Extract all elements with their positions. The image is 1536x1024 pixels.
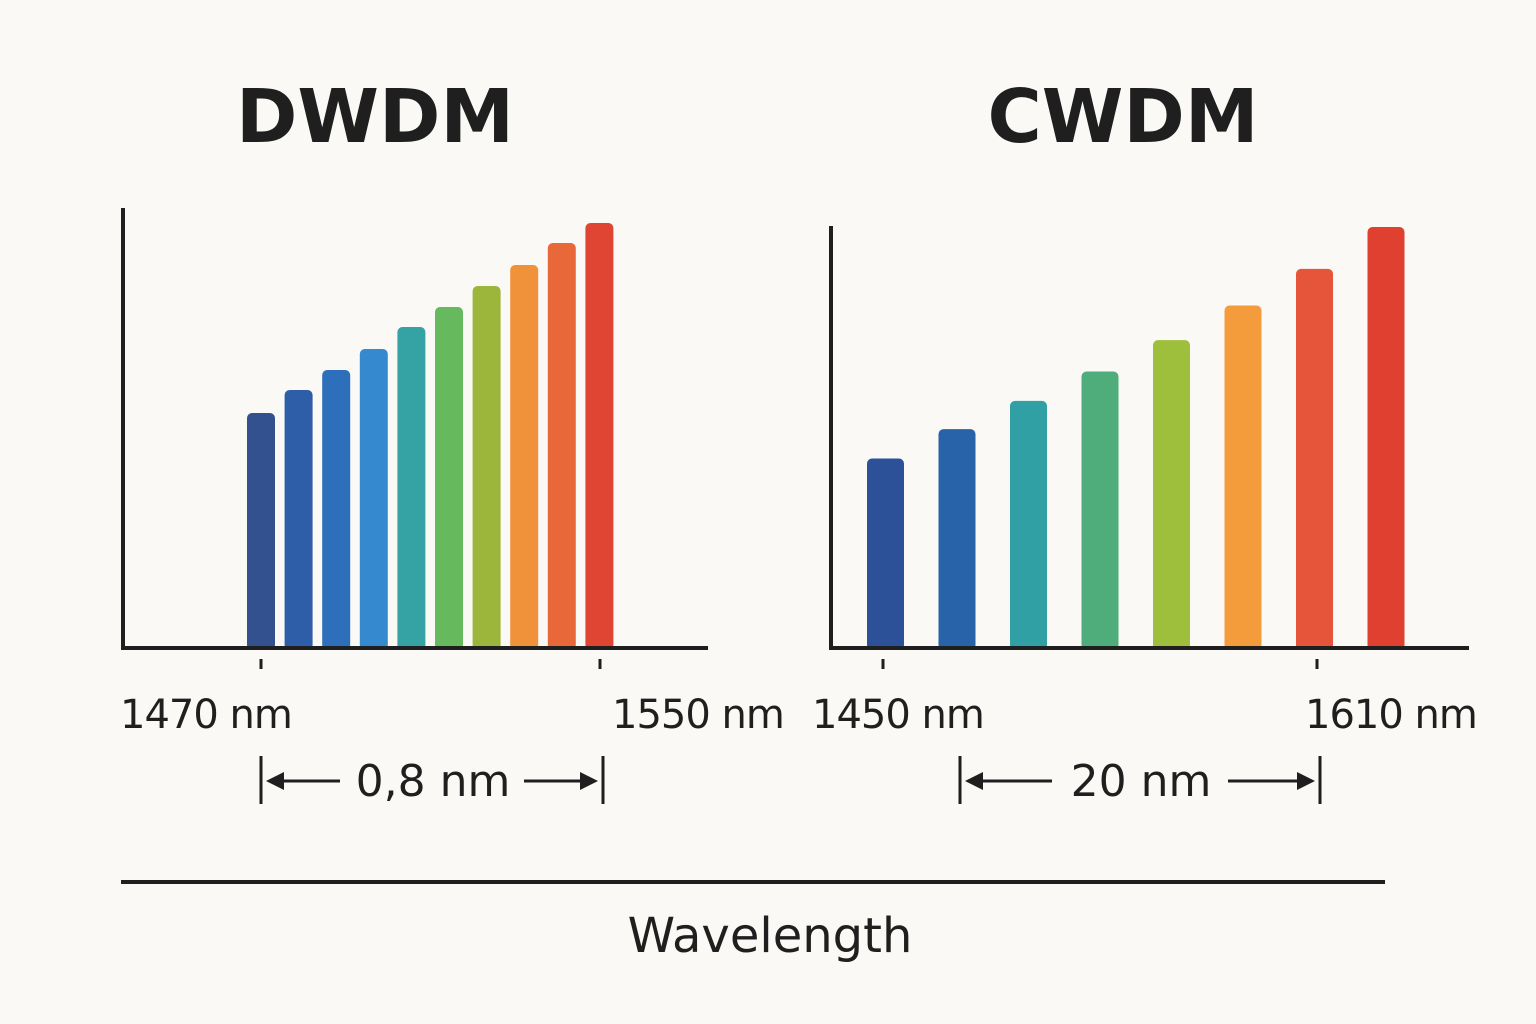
cwdm-bar-5	[1153, 340, 1190, 650]
dwdm-axes	[121, 208, 708, 650]
x-axis-label: Wavelength	[628, 908, 913, 964]
dwdm-bar-1	[247, 413, 275, 650]
dwdm-bar-6	[435, 307, 463, 650]
dwdm-bar-9	[547, 243, 576, 650]
cwdm-spacing-label: 20 nm	[1071, 756, 1212, 807]
dwdm-bar-8	[510, 265, 539, 650]
cwdm-tick-label-end: 1610 nm	[1305, 692, 1477, 738]
dwdm-bar-4	[359, 349, 388, 650]
cwdm-bar-7	[1296, 268, 1333, 650]
dwdm-bar-2	[284, 390, 313, 650]
dwdm-tick-label-end: 1550 nm	[612, 692, 784, 738]
cwdm-title: CWDM	[988, 74, 1259, 160]
dwdm-bar-7	[472, 286, 501, 650]
dwdm-spacing-label: 0,8 nm	[356, 756, 511, 807]
dwdm-panel: DWDM 1470 nm 1550 nm 0,8 nm	[120, 74, 785, 807]
cwdm-arrowhead-left	[965, 772, 983, 790]
dwdm-bars	[247, 223, 614, 650]
cwdm-panel: CWDM 1450 nm 1610 nm 20 nm	[812, 74, 1478, 807]
dwdm-title: DWDM	[236, 74, 514, 160]
dwdm-bar-3	[322, 370, 351, 650]
dwdm-tick-label-start: 1470 nm	[120, 692, 292, 738]
dwdm-arrowhead-right	[580, 772, 598, 790]
dwdm-bar-5	[397, 327, 426, 650]
cwdm-tick-label-start: 1450 nm	[812, 692, 984, 738]
cwdm-axes	[829, 226, 1469, 650]
cwdm-bar-1	[867, 458, 904, 650]
cwdm-bars	[867, 227, 1405, 650]
cwdm-bar-2	[938, 429, 976, 650]
cwdm-bar-3	[1010, 400, 1047, 650]
cwdm-spacing-indicator: 20 nm	[958, 756, 1322, 807]
cwdm-arrowhead-right	[1297, 772, 1315, 790]
dwdm-spacing-indicator: 0,8 nm	[259, 756, 605, 807]
cwdm-bar-8	[1367, 227, 1405, 650]
cwdm-bar-4	[1081, 371, 1119, 650]
dwdm-bar-10	[585, 223, 614, 650]
cwdm-bar-6	[1224, 305, 1262, 650]
dwdm-arrowhead-left	[266, 772, 284, 790]
